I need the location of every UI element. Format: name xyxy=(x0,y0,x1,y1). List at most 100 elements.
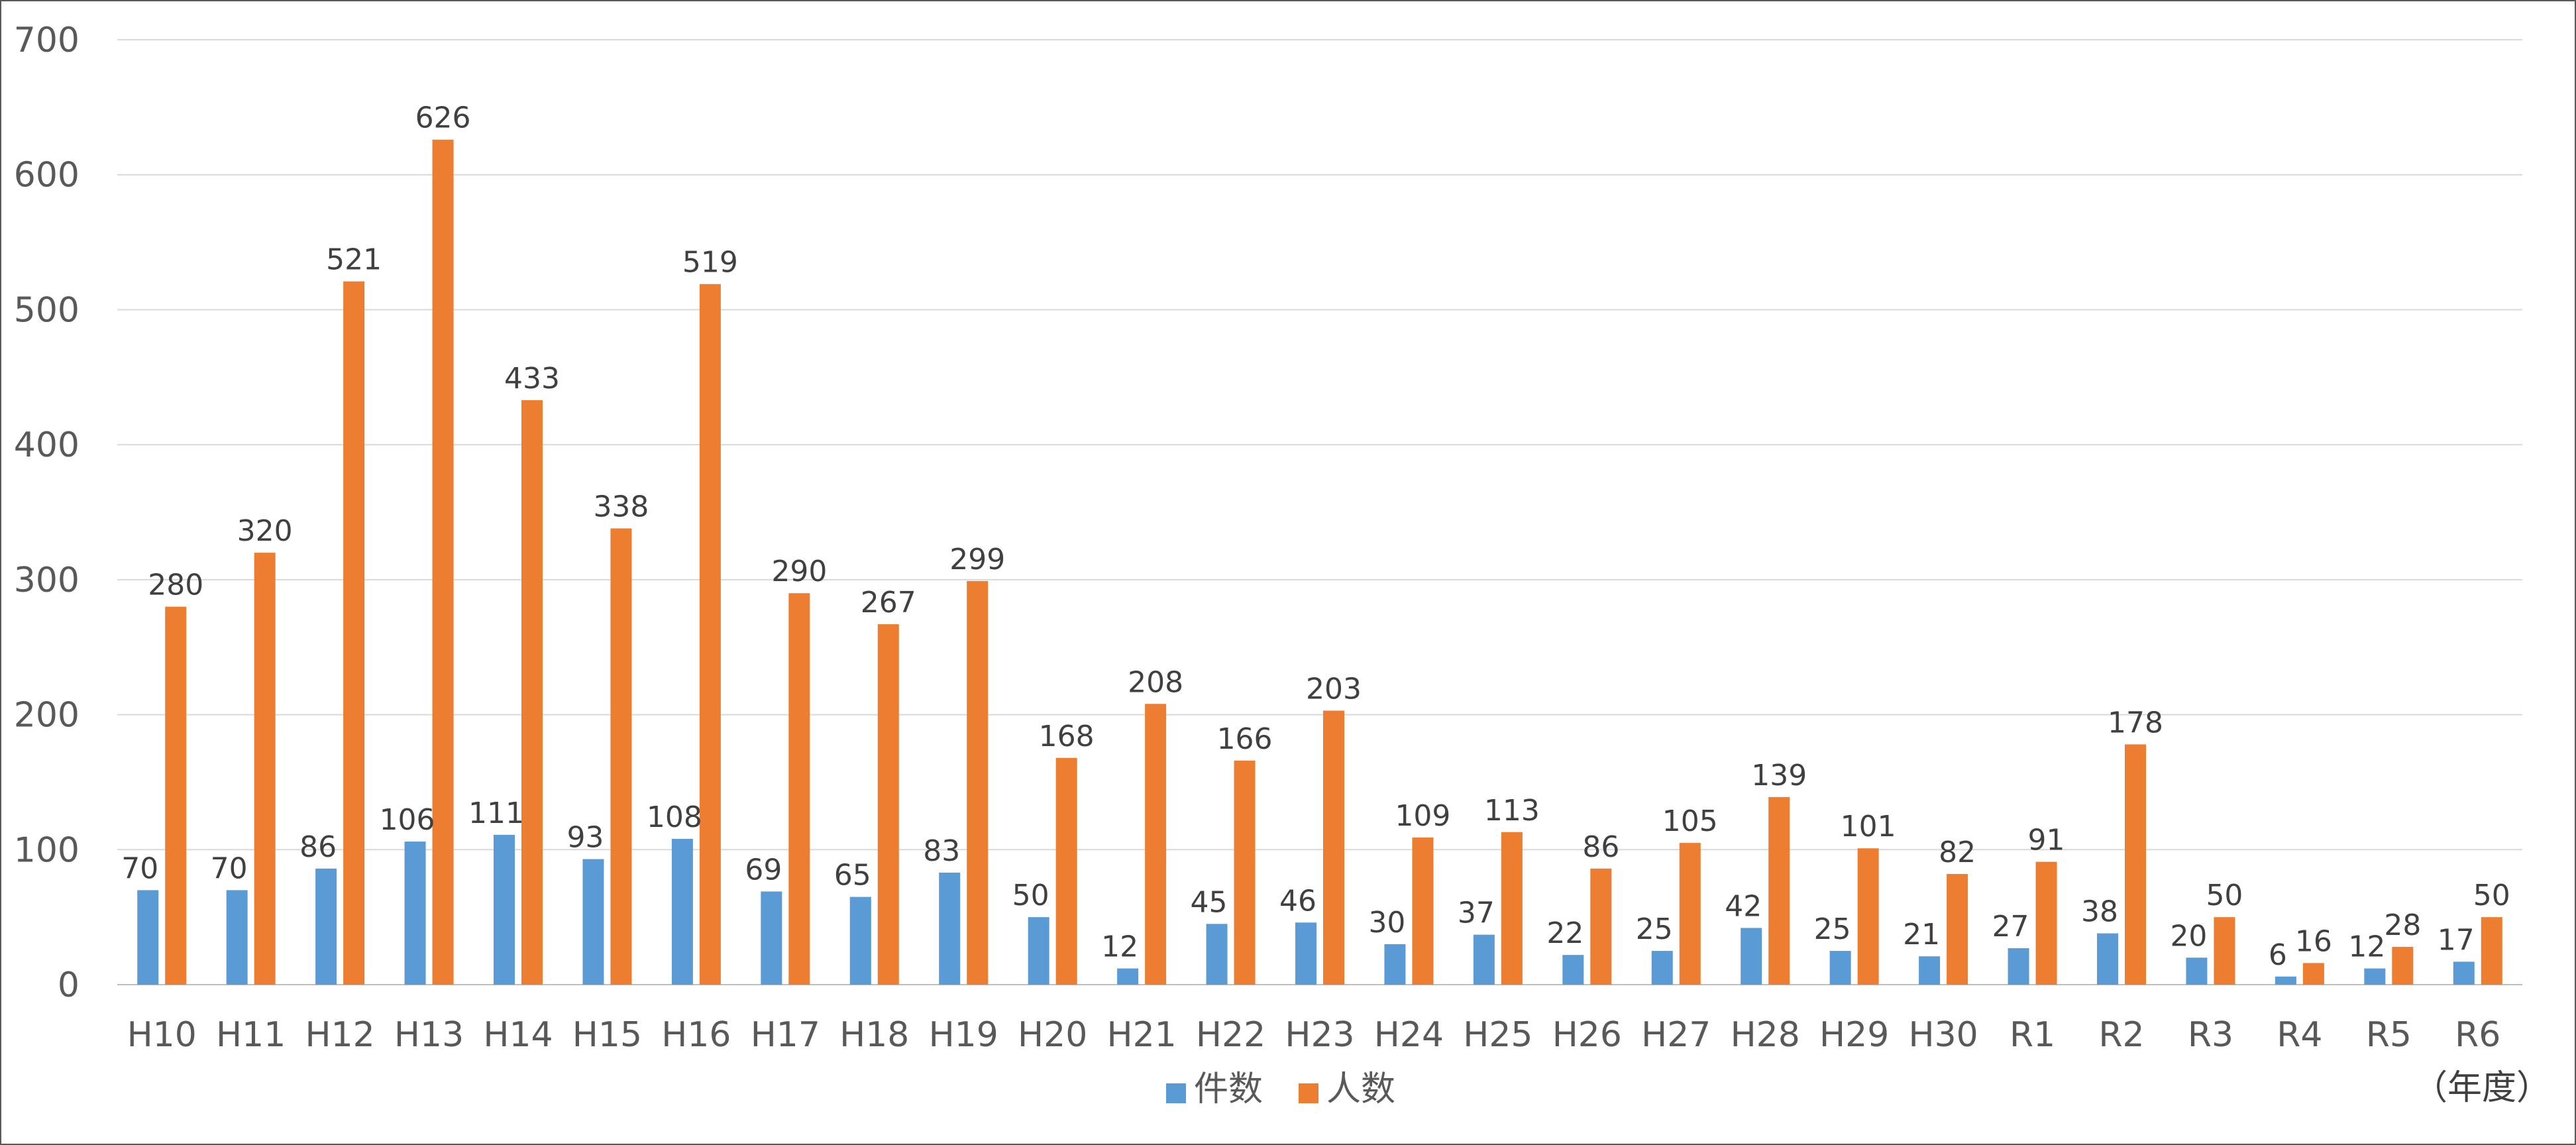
data-label-kensu: 69 xyxy=(745,853,782,887)
x-tick-label: H20 xyxy=(1018,1015,1087,1055)
bar-kensu xyxy=(2097,933,2118,985)
data-label-kensu: 22 xyxy=(1546,916,1583,950)
bar-ninzu xyxy=(1947,873,1968,985)
data-label-ninzu: 280 xyxy=(148,569,203,602)
legend-swatch-kensu xyxy=(1166,1083,1186,1103)
bar-ninzu xyxy=(521,400,543,985)
y-tick-label: 300 xyxy=(14,561,80,600)
bar-ninzu xyxy=(1323,710,1344,985)
x-tick-label: H13 xyxy=(394,1015,464,1055)
bar-kensu xyxy=(1384,944,1406,985)
bars xyxy=(137,139,2502,985)
data-label-ninzu: 16 xyxy=(2295,924,2332,958)
data-label-ninzu: 290 xyxy=(771,555,827,588)
x-tick-label: H29 xyxy=(1819,1015,1889,1055)
bar-kensu xyxy=(1206,924,1228,985)
bar-kensu xyxy=(1562,955,1584,985)
data-label-ninzu: 28 xyxy=(2384,908,2421,942)
data-label-kensu: 45 xyxy=(1191,885,1228,919)
bar-ninzu xyxy=(2035,861,2057,985)
x-tick-label: H15 xyxy=(572,1015,642,1055)
x-tick-label: H16 xyxy=(661,1015,731,1055)
x-tick-label: H23 xyxy=(1285,1015,1354,1055)
data-label-ninzu: 91 xyxy=(2028,824,2065,857)
bar-ninzu xyxy=(1145,704,1167,985)
gridlines xyxy=(117,39,2522,985)
data-label-ninzu: 50 xyxy=(2206,879,2243,912)
y-tick-label: 0 xyxy=(58,965,80,1005)
y-axis: 0 100 200 300 400 500 600 700 xyxy=(14,21,80,1005)
legend: 件数 人数 xyxy=(1166,1069,1395,1109)
x-unit-label: （年度） xyxy=(2413,1068,2551,1108)
y-tick-label: 700 xyxy=(14,21,80,60)
data-label-ninzu: 521 xyxy=(326,243,382,277)
data-label-ninzu: 267 xyxy=(861,586,916,620)
bar-kensu xyxy=(2364,968,2386,985)
bar-kensu xyxy=(1295,922,1316,985)
data-label-ninzu: 101 xyxy=(1841,810,1896,844)
data-label-ninzu: 50 xyxy=(2473,879,2510,912)
data-label-ninzu: 433 xyxy=(504,362,560,396)
data-label-kensu: 30 xyxy=(1368,906,1405,940)
x-tick-label: H10 xyxy=(127,1015,197,1055)
data-label-kensu: 25 xyxy=(1636,912,1673,946)
data-label-kensu: 106 xyxy=(380,803,435,837)
data-label-kensu: 86 xyxy=(299,830,337,864)
data-labels: 7028070320865211066261114339333810851969… xyxy=(121,101,2510,972)
x-tick-label: H22 xyxy=(1196,1015,1265,1055)
bar-kensu xyxy=(2453,961,2475,985)
data-label-ninzu: 168 xyxy=(1039,720,1095,753)
bar-ninzu xyxy=(254,553,276,985)
x-tick-label: H30 xyxy=(1908,1015,1978,1055)
bar-ninzu xyxy=(2302,963,2324,985)
data-label-kensu: 108 xyxy=(647,800,702,834)
bar-kensu xyxy=(1117,968,1139,985)
bar-kensu xyxy=(849,897,871,985)
bar-ninzu xyxy=(2214,917,2235,985)
data-label-kensu: 37 xyxy=(1458,897,1495,930)
x-tick-label: H21 xyxy=(1106,1015,1176,1055)
x-tick-label: H14 xyxy=(483,1015,553,1055)
data-label-ninzu: 208 xyxy=(1128,665,1183,699)
data-label-kensu: 20 xyxy=(2170,919,2207,953)
x-axis: H10 H11 H12 H13 H14 H15 H16 H17 H18 H19 H20 H21 H22 H… xyxy=(127,1015,2501,1055)
data-label-kensu: 70 xyxy=(211,851,248,885)
bar-kensu xyxy=(1028,917,1049,985)
bar-kensu xyxy=(2008,948,2029,985)
bar-kensu xyxy=(2275,976,2296,985)
bar-ninzu xyxy=(1055,757,1077,985)
bar-kensu xyxy=(315,868,337,985)
bar-kensu xyxy=(2186,957,2208,985)
data-label-ninzu: 105 xyxy=(1662,804,1718,838)
x-tick-label: H17 xyxy=(751,1015,820,1055)
data-label-kensu: 27 xyxy=(1992,910,2029,944)
data-label-kensu: 12 xyxy=(2348,930,2385,964)
bar-kensu xyxy=(494,834,515,985)
bar-ninzu xyxy=(2392,946,2414,985)
x-tick-label: R3 xyxy=(2188,1015,2233,1055)
bar-kensu xyxy=(1741,928,1762,985)
data-label-ninzu: 86 xyxy=(1582,830,1619,864)
bar-kensu xyxy=(582,859,604,985)
data-label-kensu: 42 xyxy=(1725,889,1762,923)
bar-ninzu xyxy=(1768,796,1790,985)
data-label-kensu: 38 xyxy=(2081,895,2118,929)
legend-label-ninzu: 人数 xyxy=(1326,1069,1395,1109)
data-label-ninzu: 320 xyxy=(237,514,293,548)
bar-ninzu xyxy=(432,139,454,985)
data-label-kensu: 50 xyxy=(1012,879,1049,912)
bar-ninzu xyxy=(1501,832,1523,985)
data-label-kensu: 12 xyxy=(1101,930,1138,964)
data-label-ninzu: 299 xyxy=(949,543,1005,576)
bar-kensu xyxy=(404,842,426,985)
bar-ninzu xyxy=(1234,760,1256,985)
legend-label-kensu: 件数 xyxy=(1194,1069,1263,1109)
bar-ninzu xyxy=(877,624,899,985)
bar-kensu xyxy=(671,838,693,985)
x-tick-label: H28 xyxy=(1731,1015,1800,1055)
x-tick-label: H12 xyxy=(305,1015,374,1055)
data-label-ninzu: 338 xyxy=(593,490,649,523)
x-tick-label: H25 xyxy=(1463,1015,1532,1055)
